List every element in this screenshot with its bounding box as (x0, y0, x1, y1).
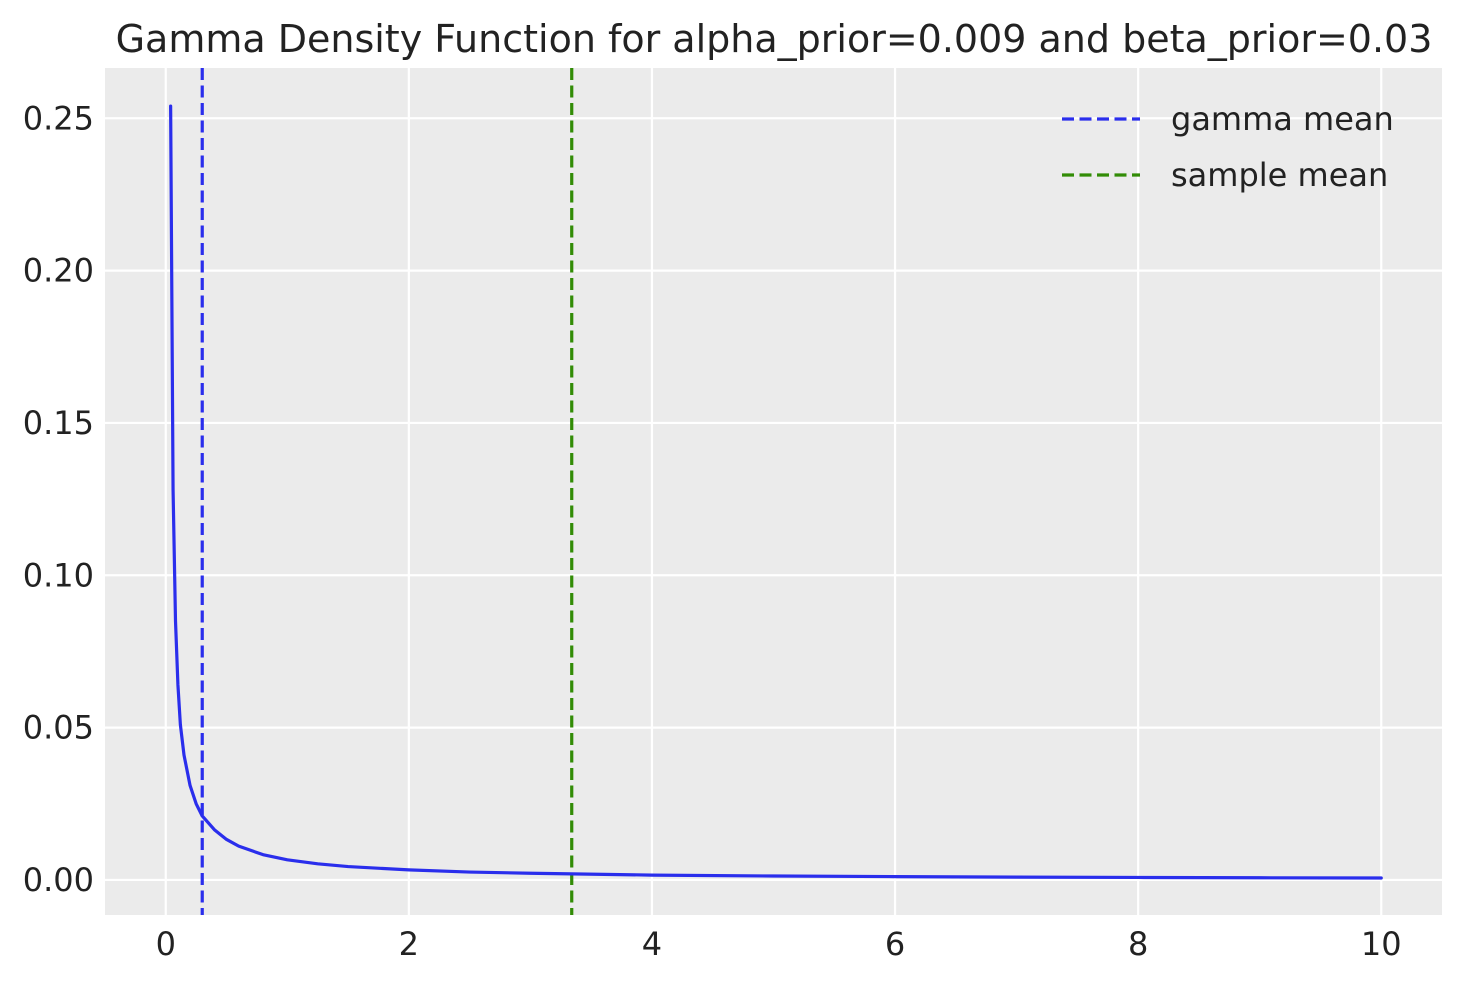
plot-area (105, 68, 1442, 915)
y-tick-label: 0.10 (23, 556, 94, 594)
y-tick-label: 0.25 (23, 99, 94, 137)
y-tick-label: 0.00 (23, 861, 94, 899)
reference-lines (200, 68, 574, 915)
y-tick-label: 0.05 (23, 709, 94, 747)
y-tick-label: 0.20 (23, 252, 94, 290)
tick-labels: 0 2 4 6 8 10 0.00 0.05 0.10 0.15 0.20 0.25 (23, 99, 1402, 963)
chart-title: Gamma Density Function for alpha_prior=0… (116, 17, 1433, 61)
density-line-0 (169, 104, 1383, 880)
legend-label: gamma mean (1171, 100, 1394, 138)
x-tick-label: 8 (1128, 925, 1148, 963)
legend: gamma mean sample mean (1062, 100, 1394, 194)
x-tick-label: 4 (642, 925, 662, 963)
series-layer (169, 104, 1383, 880)
x-tick-label: 0 (156, 925, 176, 963)
grid-lines (105, 68, 1442, 915)
x-tick-label: 6 (885, 925, 905, 963)
x-tick-label: 10 (1361, 925, 1402, 963)
y-tick-label: 0.15 (23, 404, 94, 442)
legend-label: sample mean (1171, 156, 1388, 194)
x-tick-label: 2 (399, 925, 419, 963)
